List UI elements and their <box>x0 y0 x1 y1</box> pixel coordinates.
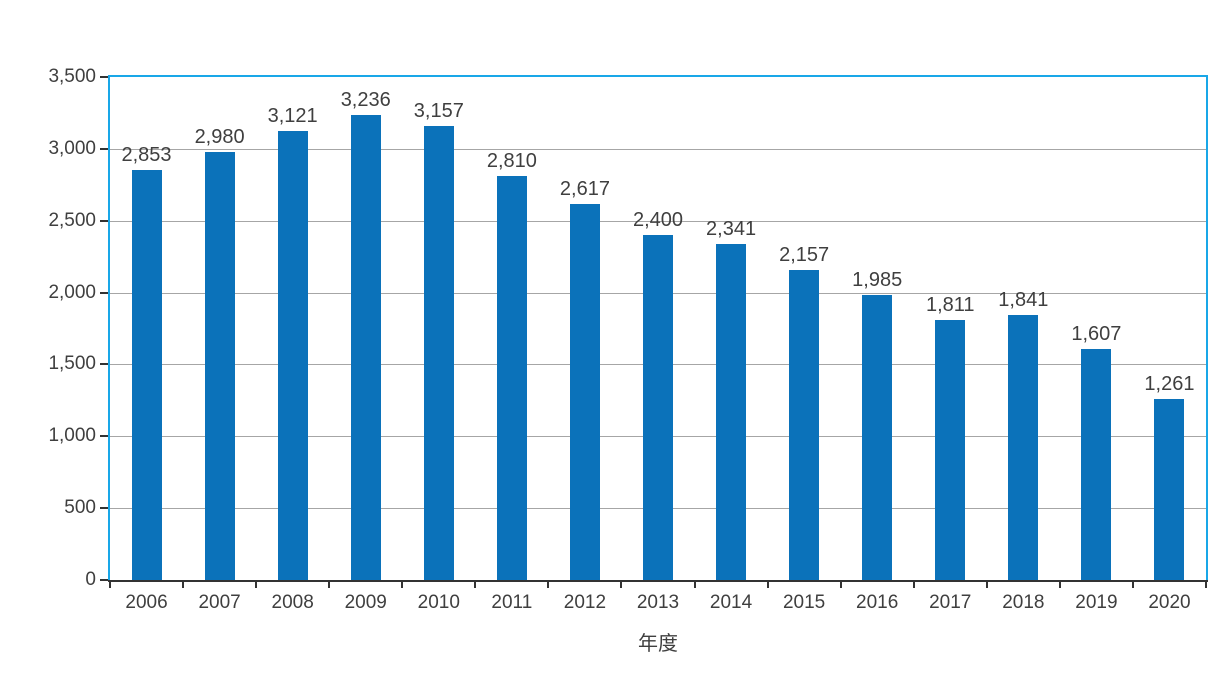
gridline <box>110 220 1206 222</box>
bar-2015 <box>789 270 820 580</box>
bar-2016 <box>862 294 893 580</box>
x-axis-tick-label: 2017 <box>929 592 972 613</box>
x-axis-line <box>108 580 1208 582</box>
x-axis-tick <box>1131 582 1134 588</box>
x-axis-tick-label: 2019 <box>1075 592 1118 613</box>
x-axis-tick-label: 2007 <box>198 592 241 613</box>
bar-2011 <box>496 176 527 580</box>
x-axis-tick-label: 2016 <box>856 592 899 613</box>
data-label: 2,400 <box>632 209 684 232</box>
data-label: 2,617 <box>559 177 610 200</box>
x-axis-tick <box>912 582 915 588</box>
data-label: 2,980 <box>194 125 245 148</box>
y-axis-tick-label: 3,500 <box>48 66 96 87</box>
data-label: 3,236 <box>340 88 391 111</box>
x-axis-tick-label: 2020 <box>1148 592 1191 613</box>
x-axis-tick <box>474 582 477 588</box>
y-axis-tick <box>100 219 108 222</box>
x-axis-tick <box>401 582 404 588</box>
data-label: 1,811 <box>925 293 975 316</box>
data-label: 1,607 <box>1071 323 1122 346</box>
x-axis-tick-label: 2010 <box>417 592 460 613</box>
bar-2014 <box>716 243 747 580</box>
y-axis-tick <box>100 147 108 150</box>
x-axis-tick <box>1058 582 1061 588</box>
x-axis-tick <box>766 582 769 588</box>
x-axis-tick <box>255 582 258 588</box>
data-label: 2,810 <box>486 150 537 173</box>
data-label: 2,341 <box>706 217 757 240</box>
x-axis-tick <box>109 582 111 588</box>
x-axis-tick-label: 2018 <box>1002 592 1045 613</box>
y-axis-tick-label: 1,500 <box>48 353 96 375</box>
y-axis-tick <box>100 579 108 581</box>
bar-2017 <box>935 319 966 580</box>
x-axis-tick <box>328 582 331 588</box>
data-label: 2,853 <box>121 143 172 166</box>
x-axis-tick <box>182 582 185 588</box>
x-axis-tick-label: 2011 <box>491 592 533 613</box>
x-axis-tick-label: 2013 <box>636 592 680 613</box>
bar-2018 <box>1008 315 1039 580</box>
x-axis-tick-label: 2008 <box>271 592 314 613</box>
y-axis-tick-label: 3,000 <box>48 137 96 159</box>
x-axis-tick <box>1205 582 1207 588</box>
y-axis-tick-label: 2,000 <box>48 281 96 303</box>
bar-2006 <box>131 169 162 580</box>
data-label: 2,157 <box>779 244 830 267</box>
gridline <box>110 148 1206 150</box>
bar-2010 <box>423 126 454 580</box>
x-axis-tick <box>839 582 842 588</box>
x-axis-tick <box>693 582 696 588</box>
bar-2019 <box>1081 349 1112 580</box>
data-label: 1,985 <box>852 268 903 291</box>
x-axis-tick-label: 2015 <box>782 592 826 613</box>
bar-2008 <box>277 131 308 580</box>
data-label: 1,261 <box>1144 372 1195 395</box>
data-label: 1,841 <box>998 289 1049 312</box>
x-axis-tick-label: 2009 <box>344 592 387 613</box>
data-label: 3,157 <box>413 100 464 123</box>
y-axis-tick <box>100 435 108 438</box>
y-axis-tick-label: 2,500 <box>48 209 96 231</box>
bar-2007 <box>204 151 235 580</box>
y-axis-tick <box>100 507 108 510</box>
bar-2009 <box>350 114 381 580</box>
x-axis-tick <box>547 582 550 588</box>
y-axis-tick <box>100 291 108 294</box>
bar-2020 <box>1154 398 1185 580</box>
plot-area: 2,853 2,980 3,121 3,236 3,157 2,810 2,617 2,400… <box>108 75 1208 582</box>
bar-2012 <box>569 203 600 580</box>
y-axis-tick-label: 0 <box>85 569 96 590</box>
x-axis-tick <box>985 582 988 588</box>
y-axis-tick-label: 1,000 <box>48 425 96 447</box>
y-axis-tick-label: 500 <box>64 497 96 519</box>
x-axis-tick-label: 2006 <box>125 592 168 613</box>
y-axis-tick <box>100 76 108 78</box>
x-axis-title: 年度 <box>638 633 678 655</box>
y-axis-tick <box>100 363 108 366</box>
x-axis-tick-label: 2012 <box>563 592 607 613</box>
x-axis-tick-label: 2014 <box>709 592 753 613</box>
bar-2013 <box>643 235 673 580</box>
x-axis-tick <box>620 582 623 588</box>
data-label: 3,121 <box>267 105 318 128</box>
